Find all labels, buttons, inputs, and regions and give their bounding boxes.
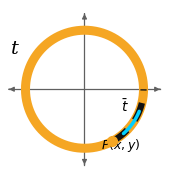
Text: $\bar{t}$: $\bar{t}$ [121, 98, 129, 115]
Text: $P(x,y)$: $P(x,y)$ [101, 137, 141, 154]
Text: t: t [11, 40, 19, 58]
